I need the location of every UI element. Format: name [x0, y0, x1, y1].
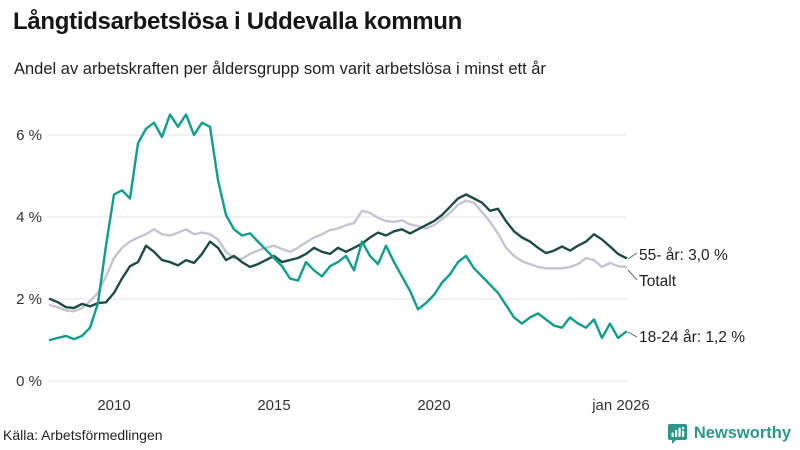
page-title: Långtidsarbetslösa i Uddevalla kommun	[13, 8, 463, 35]
y-tick-label: 2 %	[16, 291, 42, 308]
newsworthy-brand: Newsworthy	[667, 423, 791, 444]
x-tick-label: 2010	[97, 397, 130, 414]
newsworthy-logo-icon	[667, 424, 687, 444]
y-axis: 6 % 4 % 2 % 0 %	[16, 127, 42, 390]
connector-55-ar	[627, 252, 638, 260]
source-credit: Källa: Arbetsförmedlingen	[3, 427, 163, 443]
end-label-55-ar: 55- år: 3,0 %	[639, 247, 728, 264]
y-tick-label: 0 %	[16, 373, 42, 390]
series-line-totalt	[48, 199, 628, 313]
series-lines	[48, 113, 628, 342]
gridlines	[48, 134, 627, 382]
newsworthy-brand-text: Newsworthy	[693, 424, 791, 442]
x-tick-label: jan 2026	[591, 397, 650, 414]
end-label-connectors	[627, 252, 638, 338]
x-axis: 2010 2015 2020 jan 2026	[97, 397, 649, 414]
series-line-55-ar	[48, 193, 628, 310]
y-tick-label: 4 %	[16, 209, 42, 226]
series-end-labels: 55- år: 3,0 % Totalt 18-24 år: 1,2 %	[639, 247, 745, 346]
page-subtitle: Andel av arbetskraften per åldersgrupp s…	[14, 60, 546, 78]
end-label-totalt: Totalt	[639, 273, 677, 290]
series-line-18-24-ar	[48, 113, 628, 342]
y-tick-label: 6 %	[16, 127, 42, 144]
end-label-18-24-ar: 18-24 år: 1,2 %	[639, 329, 745, 346]
x-tick-label: 2015	[257, 397, 290, 414]
x-tick-label: 2020	[417, 397, 450, 414]
connector-18-24-ar	[627, 331, 638, 338]
connector-totalt	[627, 269, 638, 281]
